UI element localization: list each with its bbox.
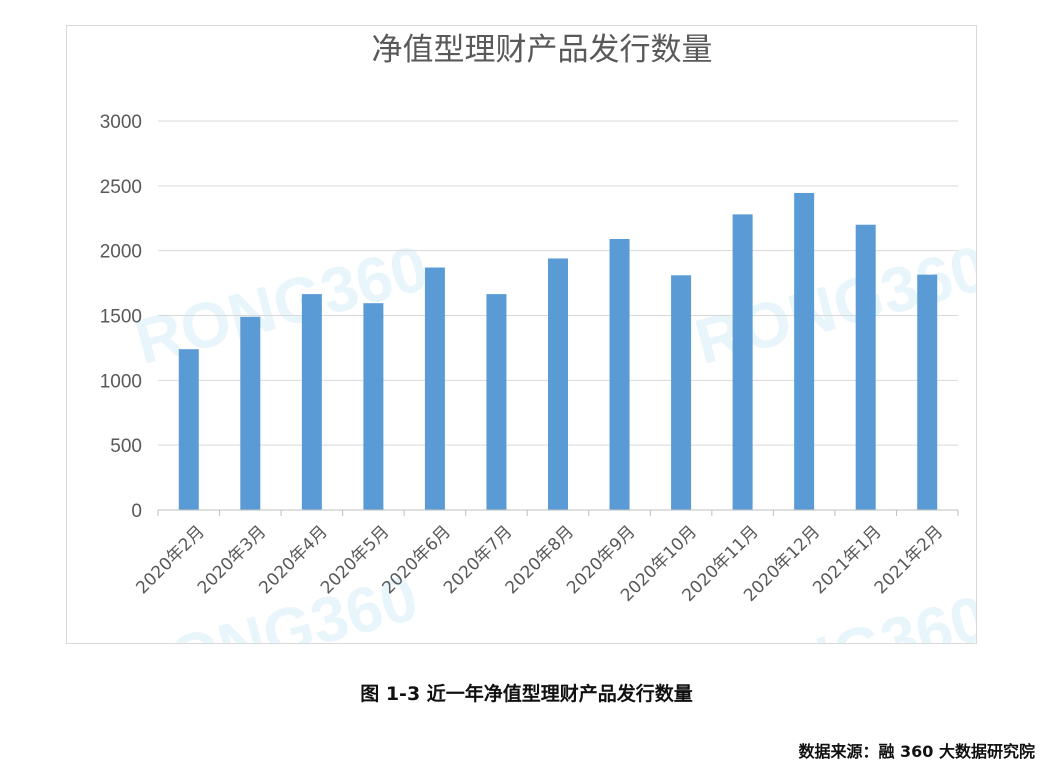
bar (301, 294, 322, 510)
y-tick-label: 1000 (100, 371, 142, 392)
figure-caption: 图 1-3 近一年净值型理财产品发行数量 (360, 683, 693, 705)
y-tick-label: 2000 (100, 242, 142, 263)
y-axis-ticks: 0 500 1000 1500 2000 2500 3000 (100, 112, 142, 522)
y-tick-label: 0 (131, 501, 142, 522)
bar (363, 303, 384, 510)
bar (548, 258, 568, 510)
bar-chart: RONG360RONG360RONG360RONG360 净值型理财产品发行数量… (100, 32, 976, 643)
chart-frame: RONG360RONG360RONG360RONG360 净值型理财产品发行数量… (66, 25, 977, 644)
bar (794, 192, 815, 510)
y-tick-label: 1500 (100, 307, 142, 328)
y-tick-label: 500 (110, 436, 142, 457)
bars (178, 192, 938, 511)
x-axis-ticks: 2020年2月2020年3月2020年4月2020年5月2020年6月2020年… (132, 522, 947, 606)
bar (917, 274, 938, 510)
watermark-4: RONG360 (688, 581, 976, 643)
bar (855, 224, 876, 510)
bar (240, 316, 261, 510)
y-tick-label: 3000 (100, 112, 142, 133)
chart-title: 净值型理财产品发行数量 (372, 32, 713, 68)
watermark-1: RONG360 (128, 231, 435, 378)
bar (424, 267, 445, 510)
bar (178, 349, 199, 510)
bar (671, 275, 692, 510)
x-axis (157, 509, 959, 516)
bar (486, 294, 507, 510)
bar (732, 214, 753, 511)
y-tick-label: 2500 (100, 177, 142, 198)
source-note: 数据来源：融 360 大数据研究院 (798, 742, 1035, 761)
bar (609, 238, 630, 510)
